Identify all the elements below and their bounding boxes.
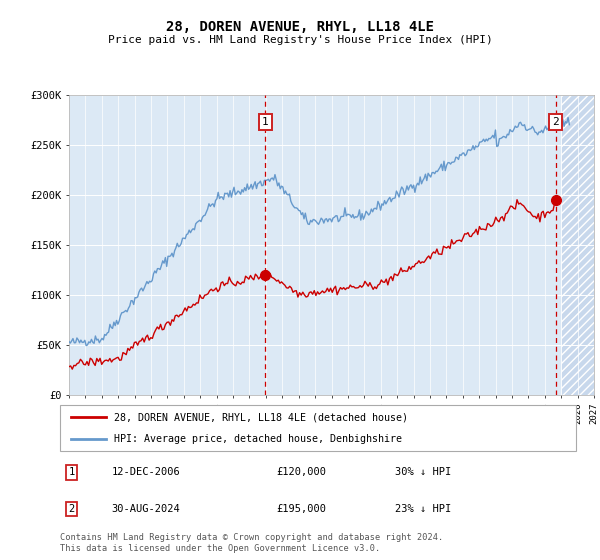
Text: £120,000: £120,000: [277, 468, 327, 478]
Bar: [561, 95, 594, 395]
Text: £195,000: £195,000: [277, 504, 327, 514]
Text: 2: 2: [553, 117, 559, 127]
Text: Price paid vs. HM Land Registry's House Price Index (HPI): Price paid vs. HM Land Registry's House …: [107, 35, 493, 45]
Text: 1: 1: [68, 468, 74, 478]
Text: Contains HM Land Registry data © Crown copyright and database right 2024.
This d: Contains HM Land Registry data © Crown c…: [60, 533, 443, 553]
Text: 30-AUG-2024: 30-AUG-2024: [112, 504, 181, 514]
Text: HPI: Average price, detached house, Denbighshire: HPI: Average price, detached house, Denb…: [114, 435, 402, 444]
Text: 2: 2: [68, 504, 74, 514]
Text: 23% ↓ HPI: 23% ↓ HPI: [395, 504, 452, 514]
Text: 1: 1: [262, 117, 268, 127]
FancyBboxPatch shape: [60, 405, 576, 451]
Text: 28, DOREN AVENUE, RHYL, LL18 4LE (detached house): 28, DOREN AVENUE, RHYL, LL18 4LE (detach…: [114, 412, 408, 422]
Text: 28, DOREN AVENUE, RHYL, LL18 4LE: 28, DOREN AVENUE, RHYL, LL18 4LE: [166, 20, 434, 34]
Text: 30% ↓ HPI: 30% ↓ HPI: [395, 468, 452, 478]
Text: 12-DEC-2006: 12-DEC-2006: [112, 468, 181, 478]
